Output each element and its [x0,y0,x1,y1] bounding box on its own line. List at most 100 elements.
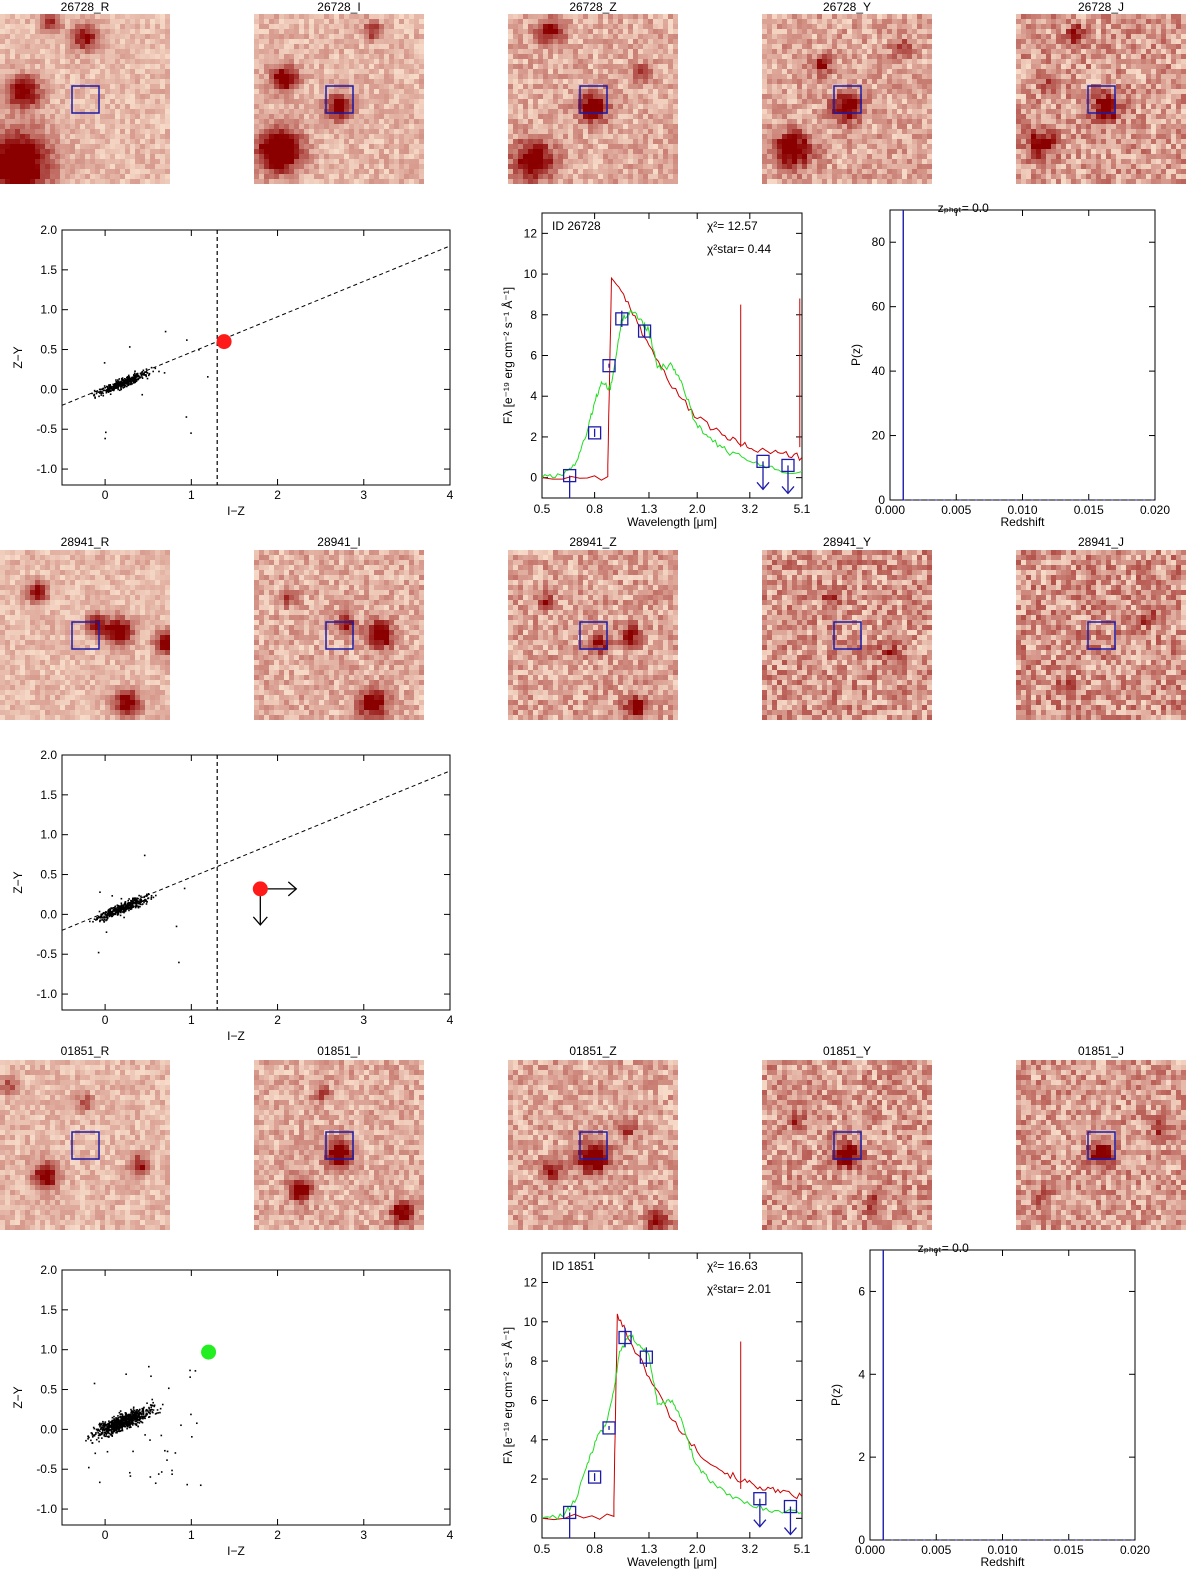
scatter-point [121,1415,123,1418]
zphot-label: zₚₕₒₜ= 0.0 [938,201,989,215]
scatter-point [138,894,140,897]
scatter-point [98,1481,101,1484]
scatter-point [157,1473,160,1475]
scatter-point [132,906,134,908]
scatter-point [117,913,120,915]
scatter-point [198,349,200,351]
stamp-pixels [0,14,170,184]
scatter-point [135,380,138,383]
scatter-point [126,376,129,379]
scatter-point [134,898,137,901]
scatter-point [99,1434,101,1437]
scatter-point [118,1422,120,1424]
scatter-point [107,1426,110,1428]
scatter-point [132,376,134,379]
scatter-point [122,910,125,913]
scatter-point [124,1416,127,1418]
scatter-point [151,1408,153,1411]
scatter-point [139,1420,142,1423]
scatter-point [100,392,103,395]
target-box [71,621,100,650]
scatter-point [120,909,123,912]
scatter-point [121,1426,123,1429]
scatter-point [101,1430,104,1432]
x-tick-label: 4 [447,1528,454,1542]
x-tick-label: 5.1 [794,502,811,516]
scatter-point [133,378,135,381]
scatter-point [113,388,116,390]
scatter-point [108,914,111,917]
scatter-point [106,1425,109,1428]
scatter-point [114,907,117,910]
scatter-point [129,1417,131,1420]
scatter-point [146,371,148,374]
scatter-point [133,375,136,378]
scatter-point [148,1416,150,1419]
scatter-point [140,1412,142,1414]
scatter-point [115,1431,117,1434]
sed-id-label: ID 1851 [552,1259,594,1273]
scatter-point [131,899,134,901]
x-tick-label: 4 [447,488,454,502]
scatter-point [121,384,124,387]
scatter-point [133,1409,136,1412]
x-tick-label: 1.3 [641,1542,658,1556]
x-tick-label: 0.010 [1007,503,1037,517]
scatter-point [104,1423,107,1425]
scatter-point [117,388,119,391]
scatter-point [124,903,126,906]
scatter-point [99,917,102,919]
stamp-pixels [508,1060,678,1230]
scatter-point [132,377,134,380]
scatter-point [136,897,138,900]
scatter-point [146,893,148,896]
target-box [579,1131,608,1160]
scatter-point [102,917,104,919]
scatter-point [124,901,127,903]
sed-models [542,276,802,481]
target-box [325,621,354,650]
scatter-point [94,1452,97,1455]
scatter-point [101,1437,103,1439]
scatter-point [124,381,127,383]
scatter-point [111,388,114,391]
scatter-point [103,1434,105,1437]
scatter-point [190,1413,192,1416]
scatter-point [110,1420,113,1423]
scatter-point [119,381,121,384]
stamp-image [254,1060,424,1230]
stamp-image [508,14,678,184]
scatter-point [104,386,107,389]
scatter-point [150,1404,153,1407]
scatter-point [119,914,122,917]
scatter-point [142,899,145,902]
scatter-point [116,1423,118,1426]
scatter-point [131,1424,134,1426]
scatter-point [120,383,123,386]
scatter-point [109,384,112,386]
scatter-point [116,908,119,910]
scatter-point [150,1375,152,1378]
scatter-point [117,1415,119,1417]
scatter-point [111,1432,114,1435]
y-tick-label: 1.0 [40,1343,57,1357]
plot-frame [61,1269,451,1526]
scatter-point [131,1416,134,1418]
y-tick-label: -0.5 [36,947,57,961]
scatter-point [92,1426,95,1429]
scatter-point [142,1413,144,1415]
scatter-point [91,1434,94,1436]
scatter-point [114,1427,116,1429]
stamp-title: 01851_J [1077,1044,1125,1058]
scatter-point [114,911,117,914]
scatter-point [120,902,123,905]
scatter-point [122,909,125,912]
scatter-point [189,1376,191,1378]
scatter-point [152,896,155,899]
scatter-point [104,1431,107,1434]
y-tick-label: 12 [524,226,538,240]
scatter-point [142,1407,145,1410]
scatter-point [127,899,129,902]
scatter-point [113,1430,116,1432]
scatter-point [128,380,131,383]
